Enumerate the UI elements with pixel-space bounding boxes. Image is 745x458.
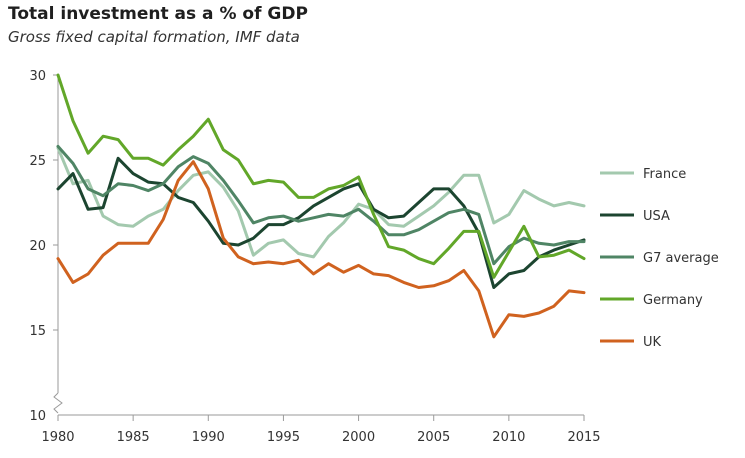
series-line-g7-average [56, 144, 586, 266]
legend-label-uk: UK [643, 335, 662, 350]
legend-label-france: France [643, 167, 686, 182]
x-tick-label: 1990 [192, 430, 225, 445]
y-tick-label: 15 [29, 324, 46, 339]
y-tick-label: 25 [29, 154, 46, 169]
series-line-germany [56, 73, 586, 279]
series-line-uk [56, 160, 586, 339]
y-tick-label: 30 [29, 69, 46, 84]
chart-legend: France USA G7 average Germany UK [600, 167, 719, 350]
x-tick-label: 1995 [267, 430, 300, 445]
series-line-france [56, 146, 586, 259]
legend-label-germany: Germany [643, 293, 703, 308]
y-tick-label: 20 [29, 239, 46, 254]
x-tick-label: 1980 [41, 430, 74, 445]
y-axis-break [53, 392, 63, 414]
series-line-usa [56, 156, 586, 289]
x-tick-label: 1985 [117, 430, 150, 445]
x-tick-label: 2015 [567, 430, 600, 445]
chart-subtitle: Gross fixed capital formation, IMF data [8, 28, 300, 46]
chart-title: Total investment as a % of GDP [8, 4, 308, 24]
x-tick-label: 2000 [342, 430, 375, 445]
chart-series [56, 73, 586, 339]
x-tick-label: 2005 [417, 430, 450, 445]
y-tick-label: 10 [29, 409, 46, 424]
chart-axes: 10 15 20 25 30 1980 1985 1990 1995 2000 2005 2010 20… [29, 69, 600, 445]
x-tick-label: 2010 [492, 430, 525, 445]
legend-label-usa: USA [643, 209, 670, 224]
legend-label-g7-average: G7 average [643, 251, 719, 266]
